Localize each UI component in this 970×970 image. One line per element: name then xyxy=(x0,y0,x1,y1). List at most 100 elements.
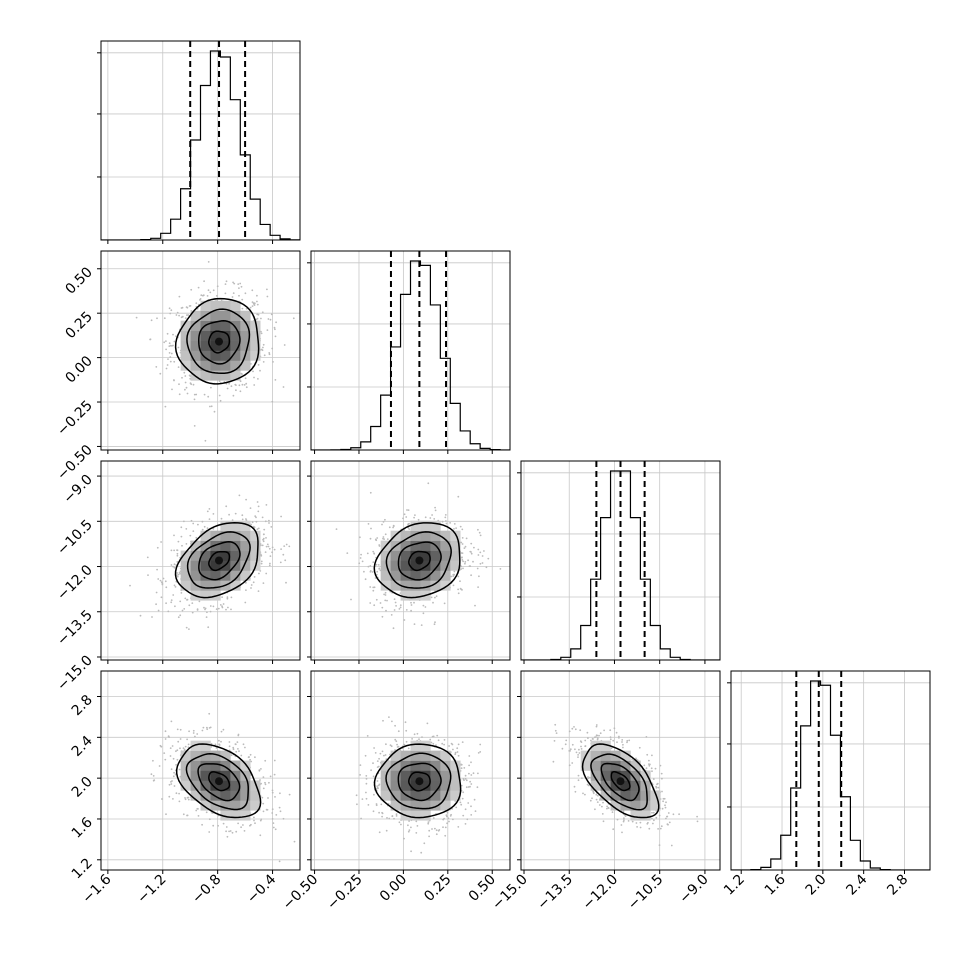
scatter-point xyxy=(164,580,167,583)
scatter-point xyxy=(170,720,173,723)
scatter-point xyxy=(457,575,460,578)
density-cell xyxy=(600,780,611,791)
scatter-point xyxy=(623,819,625,821)
scatter-point xyxy=(182,747,185,749)
scatter-point xyxy=(193,393,196,396)
scatter-point xyxy=(262,802,265,805)
scatter-point xyxy=(233,282,236,285)
scatter-point xyxy=(378,567,381,570)
density-cell xyxy=(600,740,611,751)
scatter-point xyxy=(262,787,265,790)
scatter-point xyxy=(194,735,196,738)
scatter-point xyxy=(170,601,173,604)
density-cell xyxy=(430,760,441,771)
density-cell xyxy=(210,760,221,771)
scatter-point xyxy=(169,312,172,315)
scatter-point xyxy=(589,799,592,802)
density-cell xyxy=(400,560,411,571)
scatter-point xyxy=(226,387,229,390)
density-cell xyxy=(180,570,191,581)
scatter-point xyxy=(433,623,436,626)
scatter-point xyxy=(359,764,362,766)
scatter-point xyxy=(457,754,460,757)
scatter-point xyxy=(410,601,412,604)
scatter-point xyxy=(432,817,435,819)
scatter-point xyxy=(250,587,252,589)
scatter-point xyxy=(420,624,423,626)
density-cell xyxy=(450,770,461,781)
scatter-point xyxy=(434,596,436,599)
scatter-point xyxy=(245,386,248,389)
scatter-point xyxy=(459,801,462,804)
scatter-point xyxy=(272,822,275,824)
scatter-point xyxy=(384,591,387,594)
scatter-point xyxy=(232,748,235,751)
scatter-point xyxy=(335,528,338,530)
scatter-point xyxy=(696,815,698,818)
scatter-point xyxy=(399,749,402,751)
scatter-point xyxy=(174,586,177,588)
scatter-point xyxy=(584,793,586,796)
density-cell xyxy=(610,760,621,771)
scatter-point xyxy=(192,530,195,532)
scatter-point xyxy=(394,749,396,751)
scatter-point xyxy=(232,394,235,397)
density-cell xyxy=(420,770,431,781)
scatter-point xyxy=(374,577,377,579)
scatter-point xyxy=(262,538,264,541)
scatter-point xyxy=(365,775,368,777)
density-cell xyxy=(420,560,431,571)
scatter-point xyxy=(158,765,161,767)
scatter-point xyxy=(230,385,233,388)
scatter-point xyxy=(274,796,276,798)
scatter-point xyxy=(621,831,623,834)
density-cell xyxy=(410,760,421,771)
scatter-point xyxy=(413,601,415,604)
scatter-point xyxy=(282,386,285,388)
density-cell xyxy=(180,320,191,331)
density-cell xyxy=(450,790,461,801)
scatter-point xyxy=(176,758,179,761)
scatter-point xyxy=(384,599,387,602)
density-cell xyxy=(220,760,231,771)
scatter-point xyxy=(423,842,426,845)
scatter-point xyxy=(483,550,485,552)
scatter-point xyxy=(168,352,171,354)
scatter-point xyxy=(238,294,240,297)
density-cell xyxy=(230,310,241,321)
scatter-point xyxy=(403,619,406,621)
scatter-point xyxy=(346,552,349,554)
scatter-point xyxy=(261,349,264,352)
panel-frame xyxy=(520,460,721,661)
scatter-point xyxy=(470,805,472,808)
scatter-point xyxy=(478,575,480,578)
scatter-point xyxy=(587,776,589,778)
scatter-point xyxy=(185,543,188,545)
density-cell xyxy=(230,540,241,551)
scatter-point xyxy=(361,798,364,800)
scatter-point xyxy=(185,626,188,629)
scatter-point xyxy=(266,329,269,331)
scatter-point xyxy=(171,388,173,391)
scatter-point xyxy=(595,798,598,801)
density-cell xyxy=(410,580,421,591)
density-cell xyxy=(180,550,191,561)
density-cell xyxy=(220,810,231,821)
scatter-point xyxy=(186,392,189,395)
contour-line xyxy=(397,762,442,802)
density-peak xyxy=(415,777,424,786)
scatter-point xyxy=(235,389,237,392)
scatter-point xyxy=(198,600,201,603)
x-tick-label: −1.2 xyxy=(134,872,169,907)
scatter-point xyxy=(208,518,211,520)
density-cell xyxy=(210,350,221,361)
scatter-point xyxy=(155,591,158,594)
scatter-point xyxy=(172,333,174,336)
contour-line xyxy=(408,771,431,792)
scatter-point xyxy=(464,545,467,548)
contour-line xyxy=(397,541,442,581)
scatter-point xyxy=(469,565,472,567)
scatter-point xyxy=(129,584,131,587)
scatter-point xyxy=(207,289,210,292)
density-cell xyxy=(220,540,231,551)
